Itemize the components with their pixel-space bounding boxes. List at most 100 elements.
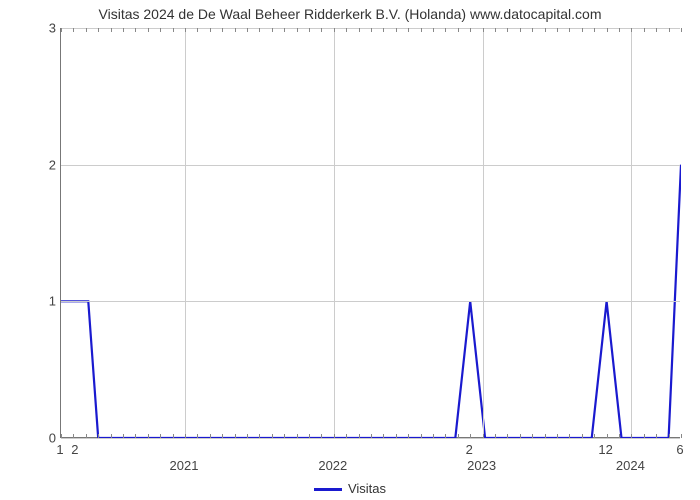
minor-tick-top: [669, 28, 670, 32]
minor-tick-bottom: [297, 434, 298, 438]
ytick-label: 1: [38, 294, 56, 309]
minor-tick-top: [359, 28, 360, 32]
gridline-v: [185, 28, 186, 437]
minor-tick-bottom: [470, 434, 471, 438]
minor-tick-bottom: [557, 434, 558, 438]
minor-tick-bottom: [61, 434, 62, 438]
gridline-h: [61, 165, 680, 166]
minor-tick-bottom: [160, 434, 161, 438]
minor-tick-top: [98, 28, 99, 32]
minor-tick-bottom: [123, 434, 124, 438]
xtick-value-label: 1: [56, 442, 63, 457]
minor-tick-bottom: [507, 434, 508, 438]
minor-tick-top: [681, 28, 682, 32]
minor-tick-bottom: [197, 434, 198, 438]
minor-tick-top: [532, 28, 533, 32]
chart-title: Visitas 2024 de De Waal Beheer Ridderker…: [0, 6, 700, 22]
minor-tick-bottom: [594, 434, 595, 438]
minor-tick-bottom: [210, 434, 211, 438]
minor-tick-top: [569, 28, 570, 32]
minor-tick-bottom: [582, 434, 583, 438]
minor-tick-top: [495, 28, 496, 32]
minor-tick-top: [483, 28, 484, 32]
minor-tick-top: [520, 28, 521, 32]
minor-tick-bottom: [111, 434, 112, 438]
minor-tick-bottom: [98, 434, 99, 438]
minor-tick-top: [61, 28, 62, 32]
minor-tick-top: [247, 28, 248, 32]
minor-tick-bottom: [545, 434, 546, 438]
minor-tick-bottom: [656, 434, 657, 438]
legend-swatch: [314, 488, 342, 491]
minor-tick-top: [185, 28, 186, 32]
xtick-year-label: 2024: [616, 458, 645, 473]
xtick-year-label: 2021: [170, 458, 199, 473]
legend: Visitas: [0, 481, 700, 496]
minor-tick-top: [111, 28, 112, 32]
minor-tick-bottom: [247, 434, 248, 438]
minor-tick-bottom: [334, 434, 335, 438]
minor-tick-top: [123, 28, 124, 32]
minor-tick-bottom: [346, 434, 347, 438]
minor-tick-bottom: [669, 434, 670, 438]
minor-tick-top: [135, 28, 136, 32]
minor-tick-top: [160, 28, 161, 32]
minor-tick-top: [396, 28, 397, 32]
minor-tick-bottom: [173, 434, 174, 438]
minor-tick-top: [582, 28, 583, 32]
minor-tick-bottom: [222, 434, 223, 438]
xtick-value-label: 6: [676, 442, 683, 457]
ytick-label: 2: [38, 157, 56, 172]
minor-tick-bottom: [135, 434, 136, 438]
minor-tick-top: [321, 28, 322, 32]
minor-tick-bottom: [644, 434, 645, 438]
minor-tick-bottom: [383, 434, 384, 438]
minor-tick-top: [272, 28, 273, 32]
xtick-value-label: 12: [598, 442, 612, 457]
minor-tick-top: [235, 28, 236, 32]
minor-tick-bottom: [532, 434, 533, 438]
minor-tick-top: [210, 28, 211, 32]
minor-tick-top: [408, 28, 409, 32]
minor-tick-bottom: [408, 434, 409, 438]
minor-tick-bottom: [445, 434, 446, 438]
gridline-h: [61, 438, 680, 439]
minor-tick-bottom: [359, 434, 360, 438]
minor-tick-bottom: [235, 434, 236, 438]
minor-tick-bottom: [458, 434, 459, 438]
minor-tick-bottom: [309, 434, 310, 438]
minor-tick-top: [470, 28, 471, 32]
minor-tick-top: [631, 28, 632, 32]
minor-tick-top: [334, 28, 335, 32]
minor-tick-bottom: [396, 434, 397, 438]
minor-tick-top: [284, 28, 285, 32]
minor-tick-bottom: [681, 434, 682, 438]
minor-tick-top: [607, 28, 608, 32]
xtick-value-label: 2: [466, 442, 473, 457]
minor-tick-bottom: [433, 434, 434, 438]
minor-tick-top: [644, 28, 645, 32]
minor-tick-bottom: [619, 434, 620, 438]
minor-tick-top: [557, 28, 558, 32]
minor-tick-top: [445, 28, 446, 32]
minor-tick-bottom: [631, 434, 632, 438]
minor-tick-bottom: [569, 434, 570, 438]
minor-tick-bottom: [483, 434, 484, 438]
minor-tick-bottom: [421, 434, 422, 438]
minor-tick-top: [619, 28, 620, 32]
minor-tick-top: [421, 28, 422, 32]
minor-tick-top: [86, 28, 87, 32]
minor-tick-top: [173, 28, 174, 32]
minor-tick-top: [297, 28, 298, 32]
minor-tick-bottom: [321, 434, 322, 438]
gridline-v: [631, 28, 632, 437]
plot-area: [60, 28, 680, 438]
legend-label: Visitas: [348, 481, 386, 496]
gridline-h: [61, 301, 680, 302]
xtick-year-label: 2023: [467, 458, 496, 473]
minor-tick-bottom: [86, 434, 87, 438]
minor-tick-bottom: [284, 434, 285, 438]
minor-tick-bottom: [495, 434, 496, 438]
minor-tick-top: [433, 28, 434, 32]
xtick-year-label: 2022: [318, 458, 347, 473]
